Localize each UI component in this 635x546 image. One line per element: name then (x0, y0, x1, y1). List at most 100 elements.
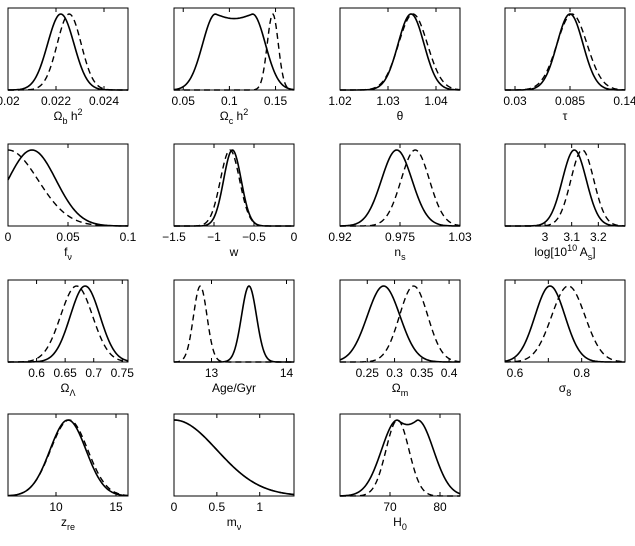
x-axis-label: Ωc h2 (220, 107, 249, 126)
x-tick-label: 0.8 (573, 366, 590, 380)
x-axis-label: Ωm (392, 381, 408, 398)
x-tick-label: 80 (433, 500, 447, 514)
panel-omega-b-h2: 0.02 0.022 0.024 Ωb h2 (0, 7, 129, 126)
x-tick-label: 0.5 (209, 500, 226, 514)
solid-curve (174, 149, 294, 227)
x-tick-label: 0.1 (221, 94, 238, 108)
dashed-curve (173, 419, 295, 496)
x-axis-label: zre (61, 515, 75, 532)
plot-frame (7, 279, 129, 363)
x-tick-label: 3.2 (590, 230, 607, 244)
panel-h0: 70 80 H0 (339, 413, 461, 532)
solid-curve (173, 419, 295, 496)
dashed-curve (340, 13, 461, 91)
x-tick-label: 70 (383, 500, 397, 514)
solid-curve (505, 149, 625, 227)
x-tick-label: −0.5 (242, 230, 266, 244)
x-tick-label: 0.15 (264, 94, 288, 108)
x-tick-label: 0.03 (503, 94, 527, 108)
x-tick-label: 15 (109, 500, 123, 514)
panel-f-nu: 0 0.05 0.1 fν (5, 143, 137, 262)
x-axis-label: w (229, 245, 239, 259)
x-axis-label: fν (64, 245, 72, 262)
x-axis-label: ΩΛ (61, 381, 76, 398)
plot-frame (504, 143, 626, 227)
dashed-curve (340, 149, 461, 227)
plot-frame (339, 279, 461, 363)
x-tick-label: 3 (542, 230, 549, 244)
x-tick-label: 0.7 (85, 366, 102, 380)
x-tick-label: 0.4 (441, 366, 458, 380)
panel-tau: 0.03 0.085 0.14 τ (503, 7, 635, 123)
dashed-curve (504, 285, 626, 363)
panel-m-nu: 0 0.5 1 mν (171, 413, 295, 532)
panel-age: 13 14 Age/Gyr (173, 279, 295, 395)
panel-theta: 1.02 1.03 1.04 θ (328, 7, 461, 123)
x-tick-label: 1.03 (448, 230, 472, 244)
x-tick-label: 0.1 (120, 230, 137, 244)
x-tick-label: 0.25 (356, 366, 380, 380)
plot-frame (504, 279, 626, 363)
x-tick-label: 1 (256, 500, 263, 514)
solid-curve (504, 285, 625, 363)
x-tick-label: 14 (280, 366, 294, 380)
solid-curve (174, 285, 294, 363)
panel-omega-c-h2: 0.05 0.1 0.15 Ωc h2 (172, 7, 295, 126)
dashed-curve (505, 149, 626, 227)
x-tick-label: 0.05 (172, 94, 196, 108)
x-tick-label: 3.1 (563, 230, 580, 244)
solid-curve (8, 285, 129, 363)
panel-n-s: 0.92 0.975 1.03 ns (328, 143, 472, 262)
x-tick-label: 10 (49, 500, 63, 514)
x-axis-label: ns (394, 245, 406, 262)
x-tick-label: 13 (205, 366, 219, 380)
x-tick-label: 0 (291, 230, 298, 244)
x-tick-label: 0.024 (89, 94, 119, 108)
solid-curve (173, 13, 295, 91)
panel-w: −1.5 −1 −0.5 0 w (162, 143, 298, 259)
plot-frame (504, 7, 626, 91)
panel-z-re: 10 15 zre (7, 413, 129, 532)
x-tick-label: 0.6 (28, 366, 45, 380)
x-tick-label: 0.3 (386, 366, 403, 380)
panel-sigma-8: 0.6 0.8σ8 (504, 279, 626, 398)
plot-frame (173, 279, 295, 363)
x-axis-label: Ωb h2 (53, 107, 82, 126)
plot-frame (7, 143, 129, 227)
x-tick-label: 1.03 (376, 94, 400, 108)
solid-curve (8, 13, 128, 91)
solid-curve (7, 419, 129, 497)
plot-frame (339, 413, 461, 497)
x-tick-label: 1.02 (328, 94, 352, 108)
x-tick-label: 0.14 (613, 94, 635, 108)
x-axis-label: mν (227, 515, 242, 532)
plot-frame (339, 7, 461, 91)
solid-curve (340, 13, 461, 91)
x-tick-label: 0.92 (328, 230, 352, 244)
dashed-curve (7, 419, 129, 497)
x-axis-label: log[1010 As] (534, 243, 595, 262)
x-tick-label: 0 (171, 500, 178, 514)
x-tick-label: −1.5 (162, 230, 186, 244)
plot-frame (173, 143, 295, 227)
plot-frame (7, 7, 129, 91)
dashed-curve (174, 149, 294, 227)
panel-omega-m: 0.25 0.3 0.35 0.4 Ωm (339, 279, 461, 398)
dashed-curve (340, 419, 460, 497)
x-axis-label: H0 (393, 515, 407, 532)
dashed-curve (7, 149, 128, 227)
x-axis-label: σ8 (559, 381, 571, 398)
x-tick-label: 0.05 (56, 230, 80, 244)
x-axis-label: τ (563, 109, 568, 123)
x-tick-label: 0.35 (410, 366, 434, 380)
dashed-curve (174, 13, 295, 91)
dashed-curve (340, 285, 461, 363)
x-tick-label: 0.022 (41, 94, 71, 108)
dashed-curve (505, 13, 626, 91)
x-tick-label: 0.975 (385, 230, 415, 244)
x-axis-label: θ (397, 109, 404, 123)
x-axis-label: Age/Gyr (212, 381, 256, 395)
dashed-curve (8, 13, 128, 91)
